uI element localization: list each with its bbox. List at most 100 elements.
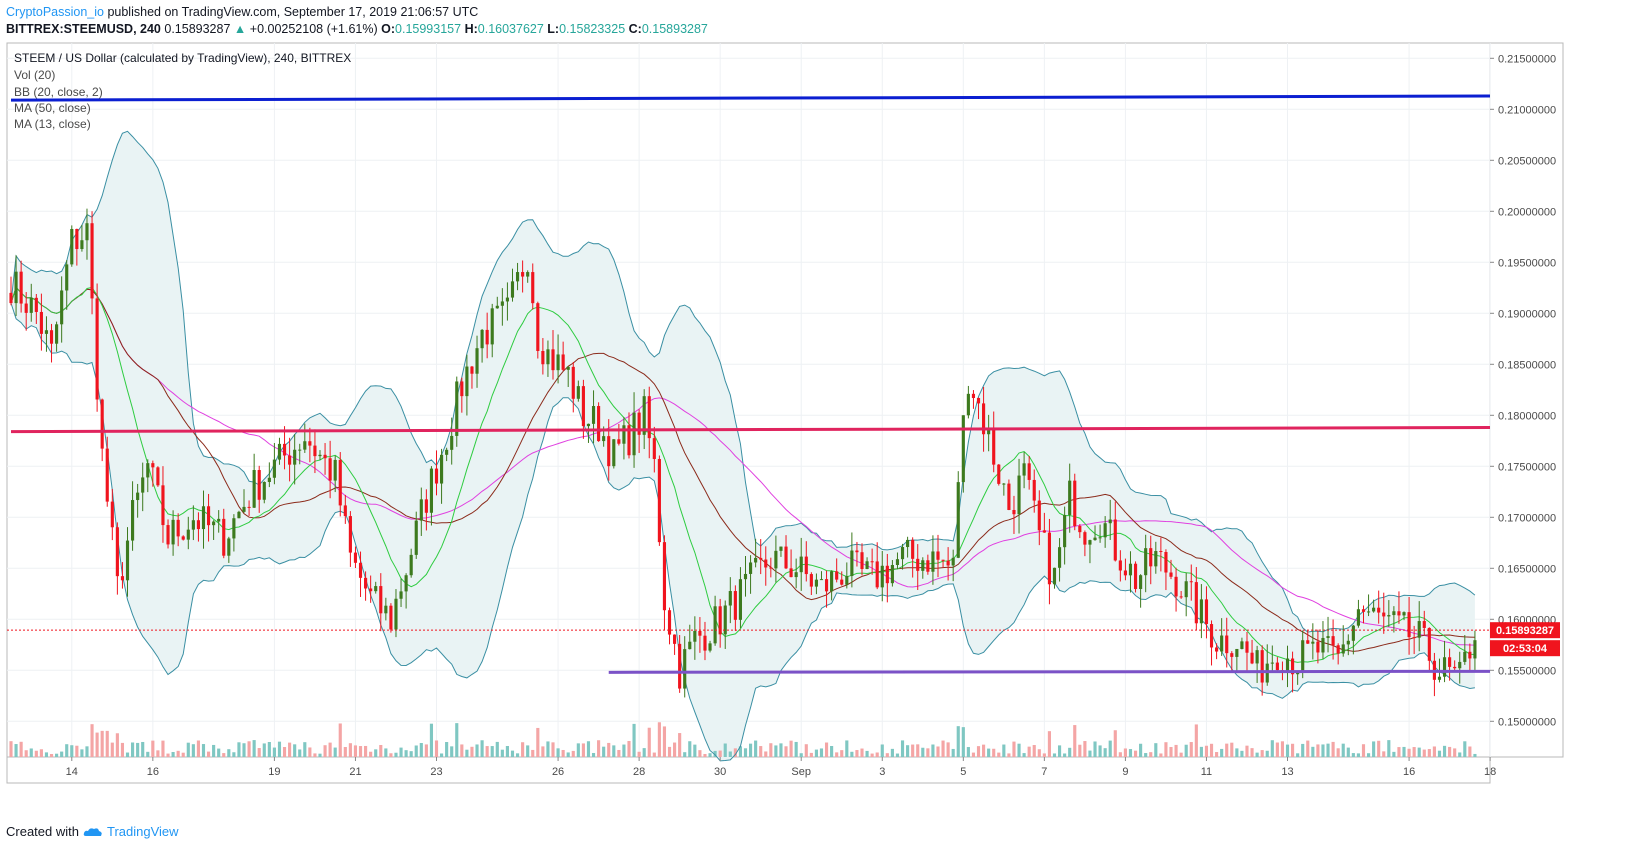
- volume-bar: [855, 750, 859, 757]
- volume-bar: [561, 749, 565, 757]
- candle-body: [136, 492, 140, 501]
- candle-body: [997, 464, 1001, 484]
- legend-ma50[interactable]: MA (50, close): [14, 101, 91, 115]
- candle-body: [1139, 575, 1143, 589]
- volume-bar: [880, 744, 884, 757]
- volume-bar: [227, 749, 231, 757]
- candle-body: [880, 565, 884, 588]
- time-tick-label: 16: [147, 766, 159, 778]
- candle-body: [1427, 627, 1431, 661]
- volume-bar: [29, 748, 33, 757]
- candle-body: [1118, 560, 1122, 571]
- volume-bar: [419, 743, 423, 757]
- candle-body: [1169, 572, 1173, 577]
- candle-body: [298, 449, 302, 451]
- volume-bar: [110, 742, 114, 757]
- volume-bar: [1285, 744, 1290, 757]
- candle-body: [60, 290, 64, 325]
- candle-body: [1063, 514, 1067, 548]
- legend-vol[interactable]: Vol (20): [14, 68, 55, 82]
- volume-bar: [136, 742, 140, 757]
- candle-body: [389, 605, 393, 630]
- candle-body: [1422, 621, 1426, 628]
- price-tick-label: 0.18500000: [1498, 359, 1556, 371]
- candle-body: [1179, 596, 1183, 598]
- candle-body: [779, 546, 783, 551]
- volume-bar: [895, 753, 900, 757]
- volume-bar: [1468, 746, 1472, 757]
- candle-body: [1321, 637, 1325, 653]
- volume-bar: [1230, 742, 1234, 757]
- candle-body: [1204, 599, 1209, 625]
- volume-bar: [885, 753, 889, 757]
- volume-bar: [1098, 745, 1102, 757]
- candle-body: [546, 349, 550, 365]
- tradingview-brand[interactable]: TradingView: [106, 824, 179, 839]
- candle-body: [1164, 552, 1168, 573]
- volume-bar: [759, 746, 763, 757]
- candle-body: [414, 520, 418, 555]
- volume-bar: [1427, 749, 1431, 757]
- candle-body: [926, 560, 930, 572]
- volume-bar: [55, 753, 59, 757]
- candle-body: [394, 598, 398, 630]
- volume-bar: [921, 747, 925, 757]
- candle-body: [55, 324, 59, 344]
- volume-bar: [151, 740, 155, 757]
- candle-body: [809, 574, 813, 587]
- candle-body: [1458, 661, 1462, 669]
- volume-bar: [774, 745, 778, 757]
- volume-bar: [1372, 741, 1376, 757]
- volume-bar: [65, 744, 69, 757]
- time-ticks: 14 16 19 21 23 26 28 30 Sep 3 5 7 9 11 13 16 18: [66, 757, 1496, 778]
- volume-bar: [1108, 740, 1112, 757]
- author-link[interactable]: CryptoPassion_io: [6, 5, 104, 19]
- volume-bar: [586, 741, 591, 757]
- volume-bar: [531, 749, 535, 757]
- candle-body: [1113, 519, 1117, 561]
- candle-body: [602, 436, 606, 442]
- volume-bar: [647, 727, 651, 757]
- candle-body: [835, 571, 839, 580]
- volume-bar: [632, 723, 636, 757]
- volume-bar: [465, 749, 469, 757]
- candle-body: [840, 579, 844, 585]
- legend-bb[interactable]: BB (20, close, 2): [14, 85, 103, 99]
- volume-bar: [196, 740, 200, 757]
- volume-bar: [1245, 745, 1249, 757]
- candle-body: [1027, 463, 1031, 480]
- volume-bar: [718, 750, 722, 757]
- volume-bar: [146, 751, 150, 757]
- price-tick-label: 0.19000000: [1498, 308, 1556, 320]
- candle-body: [728, 591, 732, 606]
- candle-body: [774, 550, 778, 569]
- volume-bar: [1275, 742, 1279, 757]
- candle-body: [586, 423, 591, 427]
- volume-bar: [556, 748, 560, 757]
- candle-body: [455, 381, 459, 436]
- volume-bar: [1184, 744, 1188, 757]
- volume-bar: [1422, 749, 1426, 757]
- volume-bar: [1473, 753, 1477, 757]
- candle-body: [328, 458, 332, 481]
- candle-body: [526, 272, 530, 277]
- time-tick-label: 16: [1403, 766, 1415, 778]
- time-tick-label: 19: [268, 766, 280, 778]
- candle-body: [1159, 551, 1163, 553]
- price-tick-label: 0.21000000: [1498, 104, 1556, 116]
- candle-body: [1174, 576, 1178, 597]
- volume-bar: [384, 748, 388, 757]
- volume-bar: [343, 747, 347, 757]
- volume-bar: [505, 746, 509, 757]
- candle-body: [1255, 650, 1259, 664]
- volume-bar: [100, 730, 104, 757]
- candle-body: [1194, 582, 1198, 624]
- legend-ma13[interactable]: MA (13, close): [14, 117, 91, 131]
- price-tick-label: 0.16500000: [1498, 563, 1556, 575]
- volume-bar: [369, 751, 373, 757]
- candle-body: [1240, 641, 1244, 649]
- volume-bar: [141, 741, 145, 757]
- candle-body: [49, 330, 54, 344]
- volume-bar: [627, 740, 631, 757]
